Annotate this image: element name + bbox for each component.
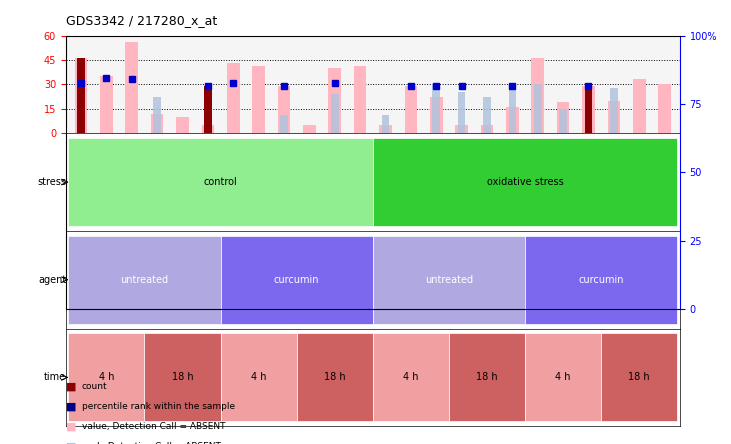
Bar [75,99,88,309]
Bar [151,254,164,309]
Bar [607,218,620,309]
Text: curcumin: curcumin [274,275,319,285]
Bar [585,177,592,309]
Bar [404,177,417,309]
FancyBboxPatch shape [373,333,449,421]
FancyBboxPatch shape [601,333,678,421]
Bar [126,54,138,309]
Bar [509,172,516,309]
Bar [658,172,671,309]
Bar [303,286,316,309]
Text: ■: ■ [66,441,76,444]
Bar [534,172,542,309]
Text: agent: agent [38,275,67,285]
Text: GDS3342 / 217280_x_at: GDS3342 / 217280_x_at [66,14,217,27]
Text: 4 h: 4 h [556,373,571,382]
Bar [204,177,212,309]
FancyBboxPatch shape [525,333,601,421]
FancyBboxPatch shape [373,138,678,226]
Bar [354,122,366,309]
Bar [610,182,618,309]
Bar [506,236,519,309]
FancyBboxPatch shape [68,236,221,324]
Bar [455,286,468,309]
Text: untreated: untreated [425,275,473,285]
Bar [458,195,466,309]
Text: value, Detection Call = ABSENT: value, Detection Call = ABSENT [82,422,225,431]
Text: rank, Detection Call = ABSENT: rank, Detection Call = ABSENT [82,442,221,444]
FancyBboxPatch shape [297,333,373,421]
Bar [252,122,265,309]
FancyBboxPatch shape [68,138,373,226]
Bar [328,127,341,309]
Bar [430,209,442,309]
FancyBboxPatch shape [221,236,373,324]
Bar [331,200,338,309]
Bar [582,177,595,309]
Text: stress: stress [37,177,67,187]
Bar [559,241,567,309]
Bar [531,99,544,309]
Bar [278,177,290,309]
Bar [100,150,113,309]
Bar [280,259,288,309]
Bar [433,172,440,309]
FancyBboxPatch shape [525,236,678,324]
Bar [633,159,645,309]
Bar [77,99,85,309]
Text: 4 h: 4 h [403,373,419,382]
Bar [382,259,390,309]
Text: 18 h: 18 h [629,373,650,382]
Text: 18 h: 18 h [324,373,346,382]
Text: percentile rank within the sample: percentile rank within the sample [82,402,235,411]
FancyBboxPatch shape [221,333,297,421]
Text: 18 h: 18 h [172,373,193,382]
FancyBboxPatch shape [145,333,221,421]
Text: 4 h: 4 h [99,373,114,382]
Text: 18 h: 18 h [476,373,498,382]
Text: ■: ■ [66,421,76,431]
Bar [483,209,491,309]
Text: 4 h: 4 h [251,373,266,382]
Bar [557,222,569,309]
Text: oxidative stress: oxidative stress [487,177,564,187]
Bar [227,113,240,309]
Text: curcumin: curcumin [578,275,624,285]
FancyBboxPatch shape [373,236,525,324]
Text: ■: ■ [66,401,76,411]
Text: ■: ■ [66,381,76,391]
Text: control: control [204,177,238,187]
Text: untreated: untreated [121,275,169,285]
Bar [154,209,161,309]
FancyBboxPatch shape [68,333,145,421]
Bar [379,286,392,309]
FancyBboxPatch shape [449,333,525,421]
Text: time: time [44,373,67,382]
Bar [176,263,189,309]
Bar [202,286,214,309]
Text: count: count [82,382,107,391]
Bar [481,286,493,309]
